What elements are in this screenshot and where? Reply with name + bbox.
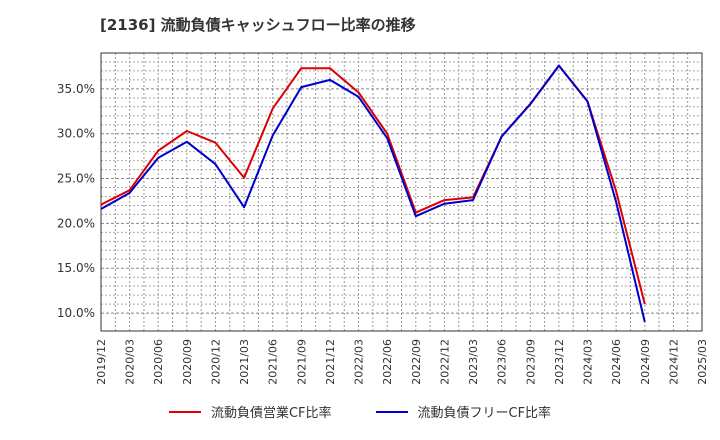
legend-swatch-operating-cf (168, 410, 201, 413)
x-tick-label: 2022/06 (381, 339, 394, 385)
x-tick-label: 2025/03 (696, 339, 709, 385)
x-tick-label: 2023/09 (524, 339, 537, 385)
legend: 流動負債営業CF比率 流動負債フリーCF比率 (0, 402, 720, 421)
plot-border (100, 52, 703, 332)
x-tick-label: 2022/09 (410, 339, 423, 385)
x-tick-label: 2020/12 (209, 339, 222, 385)
x-tick-label: 2023/12 (553, 339, 566, 385)
x-tick-label: 2022/03 (353, 339, 366, 385)
x-tick-label: 2023/06 (496, 339, 509, 385)
x-tick-label: 2024/12 (667, 339, 680, 385)
x-tick-label: 2020/09 (181, 339, 194, 385)
y-tick-label: 30.0% (57, 127, 95, 141)
x-tick-label: 2021/06 (267, 339, 280, 385)
legend-swatch-free-cf (375, 410, 408, 413)
legend-label-operating-cf: 流動負債営業CF比率 (210, 406, 332, 421)
x-tick-label: 2024/09 (639, 339, 652, 385)
legend-label-free-cf: 流動負債フリーCF比率 (417, 406, 552, 421)
y-tick-label: 35.0% (57, 82, 95, 96)
chart-title: [2136] 流動負債キャッシュフロー比率の推移 (100, 16, 416, 34)
legend-item-operating-cf: 流動負債営業CF比率 (168, 402, 332, 421)
x-tick-label: 2024/03 (582, 339, 595, 385)
y-tick-label: 10.0% (57, 306, 95, 320)
x-tick-label: 2021/12 (324, 339, 337, 385)
series-line-free-cf (100, 64, 646, 323)
x-tick-label: 2023/03 (467, 339, 480, 385)
plot-area (101, 53, 702, 331)
x-tick-label: 2021/09 (295, 339, 308, 385)
x-tick-label: 2020/06 (152, 339, 165, 385)
x-tick-label: 2022/12 (438, 339, 451, 385)
x-tick-label: 2021/03 (238, 339, 251, 385)
y-tick-label: 25.0% (57, 172, 95, 186)
y-tick-label: 15.0% (57, 261, 95, 275)
x-tick-label: 2019/12 (95, 339, 108, 385)
x-tick-label: 2020/03 (124, 339, 137, 385)
y-tick-label: 20.0% (57, 216, 95, 230)
legend-item-free-cf: 流動負債フリーCF比率 (375, 402, 552, 421)
x-tick-label: 2024/06 (610, 339, 623, 385)
